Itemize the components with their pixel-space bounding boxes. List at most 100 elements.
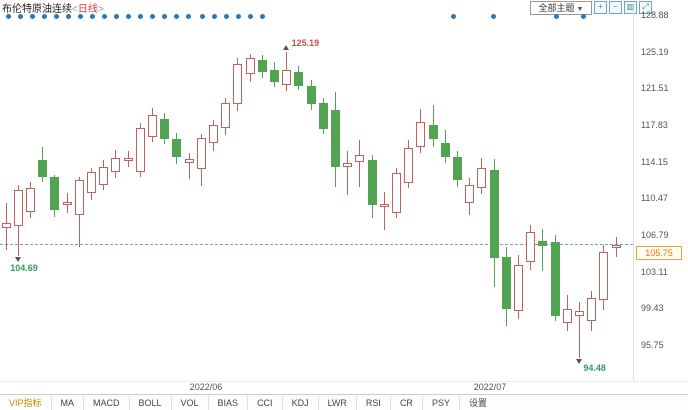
event-marker-dot[interactable] <box>89 13 95 19</box>
candle-up <box>147 115 157 138</box>
event-marker-dot[interactable] <box>553 13 559 19</box>
current-price-tag: 105.75 <box>636 245 682 260</box>
event-marker-dot[interactable] <box>173 13 179 19</box>
indicator-tab-kdj[interactable]: KDJ <box>283 396 319 410</box>
event-marker-dot[interactable] <box>259 13 265 19</box>
x-axis-label: 2022/06 <box>189 382 223 392</box>
y-axis-label: 128.88 <box>641 10 669 20</box>
event-marker-dot[interactable] <box>211 13 217 19</box>
candle-up <box>135 128 145 173</box>
candle-up <box>184 159 194 164</box>
event-marker-dot[interactable] <box>149 13 155 19</box>
candle-down <box>367 160 377 206</box>
event-marker-dot[interactable] <box>223 13 229 19</box>
indicator-tab-rsi[interactable]: RSI <box>357 396 391 410</box>
candle-down <box>489 170 499 258</box>
chart-tool-icons: + − ▥ ⤢ <box>594 1 652 14</box>
candle-up <box>477 168 487 189</box>
event-marker-dot[interactable] <box>235 13 241 19</box>
event-marker-dot[interactable] <box>247 13 253 19</box>
indicator-tab-boll[interactable]: BOLL <box>130 396 172 410</box>
event-marker-dot[interactable] <box>41 13 47 19</box>
candle-down <box>172 139 182 158</box>
candle-up <box>513 264 523 311</box>
instrument-name: 布伦特原油连续 <box>2 4 72 15</box>
theme-dropdown-label: 全部主题 <box>538 3 575 13</box>
zoom-out-icon[interactable]: − <box>609 1 622 14</box>
event-marker-dot[interactable] <box>113 13 119 19</box>
candle-up <box>245 57 255 74</box>
candle-up <box>611 245 621 248</box>
event-marker-dot[interactable] <box>185 13 191 19</box>
candle-up <box>465 185 475 204</box>
candle-up <box>404 148 414 184</box>
event-marker-dot[interactable] <box>77 13 83 19</box>
candle-down <box>269 69 279 82</box>
annotation-arrow-down-icon <box>575 358 582 364</box>
candle-up <box>62 202 72 206</box>
candle-down <box>550 241 560 316</box>
event-marker-dot[interactable] <box>137 13 143 19</box>
candle-down <box>452 157 462 181</box>
annotation-arrow-down-icon <box>14 257 21 262</box>
candle-wick <box>188 153 190 180</box>
y-axis-label: 106.79 <box>641 230 669 241</box>
indicator-tab-bias[interactable]: BIAS <box>209 396 249 410</box>
indicator-tab-cci[interactable]: CCI <box>248 396 283 410</box>
candle-up <box>526 231 536 262</box>
event-marker-dot[interactable] <box>5 13 11 19</box>
indicator-tab-psy[interactable]: PSY <box>423 396 460 410</box>
event-marker-dot[interactable] <box>17 13 23 19</box>
candle-wick <box>359 140 361 188</box>
candle-wick <box>347 151 349 196</box>
event-marker-dot[interactable] <box>29 13 35 19</box>
event-marker-dot[interactable] <box>580 13 586 19</box>
axis-separator-line <box>633 10 634 381</box>
event-marker-dot[interactable] <box>65 13 71 19</box>
candle-up <box>233 63 243 105</box>
event-marker-dot[interactable] <box>53 13 59 19</box>
event-marker-dot[interactable] <box>101 13 107 19</box>
candle-up <box>599 251 609 300</box>
candle-up <box>25 188 35 213</box>
candle-down <box>538 240 548 246</box>
candle-up <box>587 297 597 321</box>
candle-up <box>111 158 121 173</box>
candle-up <box>574 310 584 316</box>
candle-up <box>74 180 84 216</box>
indicator-tab-ma[interactable]: MA <box>52 396 85 410</box>
period-bracket-close: > <box>97 4 104 15</box>
candle-up <box>99 167 109 186</box>
candle-up <box>282 69 292 85</box>
indicator-tab-vol[interactable]: VOL <box>172 396 209 410</box>
candle-up <box>562 308 572 323</box>
high-annotation-label: 125.19 <box>291 37 320 48</box>
event-marker-dot[interactable] <box>490 13 496 19</box>
event-marker-dot[interactable] <box>199 13 205 19</box>
event-marker-dot[interactable] <box>161 13 167 19</box>
y-axis-label: 114.15 <box>641 156 668 167</box>
plot-bottom-border <box>0 381 688 382</box>
fullscreen-icon[interactable]: ⤢ <box>639 1 652 14</box>
indicator-tab-cr[interactable]: CR <box>391 396 423 410</box>
theme-dropdown[interactable]: 全部主题 ▼ <box>530 1 592 15</box>
chart-title: 布伦特原油连续<日线> <box>2 0 104 15</box>
y-axis-label: 121.51 <box>641 83 669 94</box>
candle-down <box>330 110 340 168</box>
candle-down <box>257 59 267 72</box>
vip-indicator-tab[interactable]: VIP指标 <box>0 396 52 410</box>
indicator-tab-lwr[interactable]: LWR <box>319 396 357 410</box>
settings-tab[interactable]: 设置 <box>468 398 487 408</box>
candle-up <box>221 103 231 129</box>
indicator-tab-macd[interactable]: MACD <box>84 396 130 410</box>
zoom-in-icon[interactable]: + <box>594 1 607 14</box>
event-marker-dot[interactable] <box>125 13 131 19</box>
candle-down <box>294 71 304 86</box>
period-label[interactable]: 日线 <box>77 4 98 15</box>
candle-down <box>160 119 170 140</box>
event-marker-dot[interactable] <box>450 13 456 19</box>
candle-up <box>379 204 389 208</box>
y-axis-label: 103.11 <box>641 266 668 277</box>
chevron-down-icon: ▼ <box>576 6 584 13</box>
